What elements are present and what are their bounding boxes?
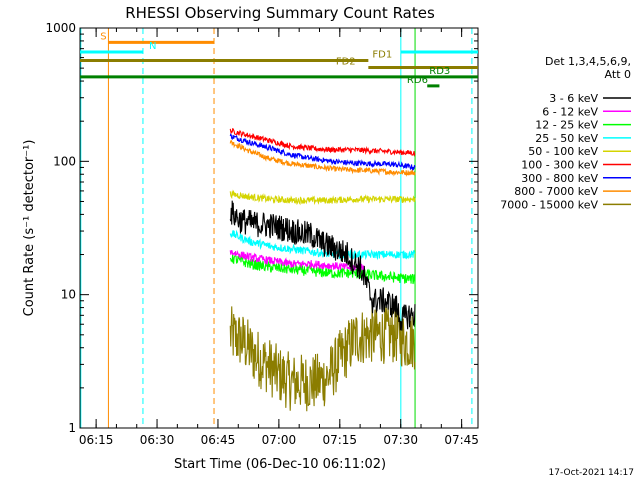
legend-label-5: 100 - 300 keV <box>521 159 598 172</box>
x-tick-label-6: 07:45 <box>444 433 479 447</box>
flag-label-6: RD6 <box>407 75 428 86</box>
footer-timestamp: 17-Oct-2021 14:17 <box>549 468 634 478</box>
x-axis-label: Start Time (06-Dec-10 06:11:02) <box>174 457 386 472</box>
flag-label-1: N <box>149 41 156 52</box>
series-line-1 <box>229 249 365 273</box>
legend-label-3: 25 - 50 keV <box>535 132 598 145</box>
legend-label-8: 7000 - 15000 keV <box>500 198 598 211</box>
series-line-6 <box>229 132 416 171</box>
x-tick-label-0: 06:15 <box>79 433 114 447</box>
axis-layer: 1 10 100 1000 06:15 06:30 06:45 07:00 07:15 07:30… <box>45 21 478 447</box>
legend-header-1: Att 0 <box>605 68 631 81</box>
y-axis-label: Count Rate (s⁻¹ detector⁻¹) <box>22 140 37 317</box>
flag-label-5: RD3 <box>429 66 450 77</box>
series-line-7 <box>229 139 416 177</box>
legend-label-6: 300 - 800 keV <box>521 172 598 185</box>
series-line-2 <box>229 253 416 285</box>
y-tick-label-3: 1000 <box>45 21 76 35</box>
legend-header-0: Det 1,3,4,5,6,9, <box>545 55 631 68</box>
legend-label-1: 6 - 12 keV <box>542 105 598 118</box>
x-tick-label-3: 07:00 <box>262 433 297 447</box>
series-line-4 <box>229 189 416 206</box>
y-tick-label-0: 1 <box>68 421 76 435</box>
series-line-5 <box>229 128 416 157</box>
flag-label-3: FD1 <box>372 50 392 61</box>
x-tick-label-4: 07:15 <box>322 433 357 447</box>
y-tick-label-1: 10 <box>61 288 76 302</box>
x-tick-label-2: 06:45 <box>201 433 236 447</box>
legend-label-0: 3 - 6 keV <box>549 92 598 105</box>
flag-label-4: FD2 <box>336 57 356 68</box>
x-tick-label-5: 07:30 <box>383 433 418 447</box>
y-tick-label-2: 100 <box>53 154 76 168</box>
x-tick-label-1: 06:30 <box>140 433 175 447</box>
series-line-3 <box>229 229 416 261</box>
flag-label-0: S <box>100 31 106 42</box>
legend-label-7: 800 - 7000 keV <box>514 185 598 198</box>
legend-label-4: 50 - 100 keV <box>528 145 598 158</box>
data-layer <box>80 28 473 428</box>
chart-title: RHESSI Observing Summary Count Rates <box>125 4 435 22</box>
legend-label-2: 12 - 25 keV <box>535 119 598 132</box>
series-line-8 <box>229 305 416 412</box>
series-line-0 <box>229 200 416 331</box>
